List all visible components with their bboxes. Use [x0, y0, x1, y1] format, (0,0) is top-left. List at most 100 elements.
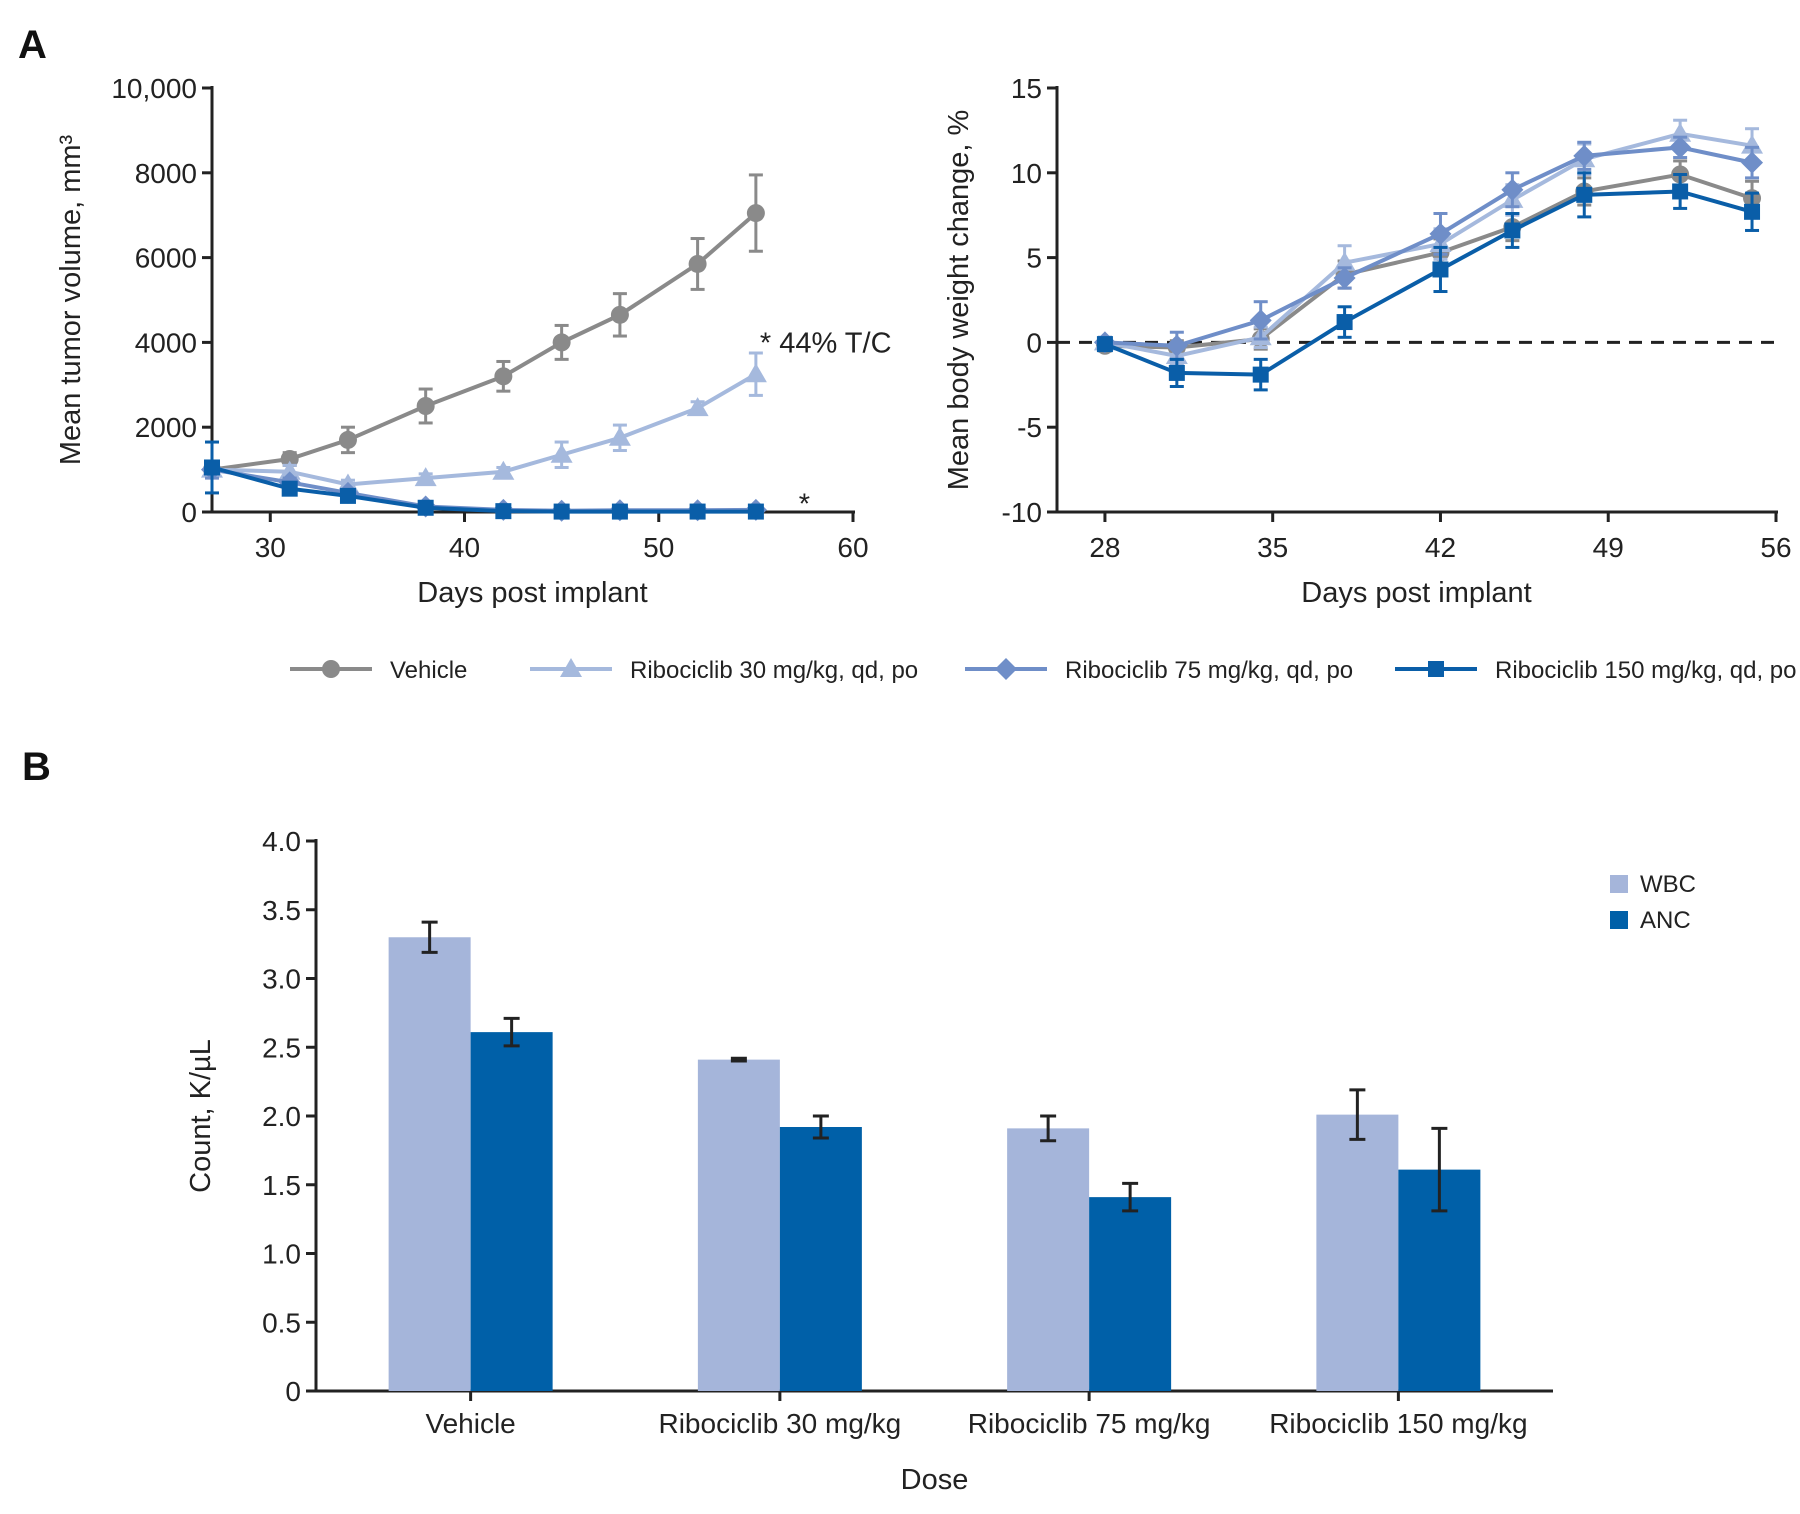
data-point — [1168, 364, 1185, 381]
x-tick-label: 42 — [1425, 532, 1456, 563]
data-point — [1744, 203, 1761, 220]
data-point — [744, 363, 767, 383]
data-point — [1165, 334, 1188, 357]
data-point — [1096, 336, 1113, 353]
y-tick-label: 1.0 — [262, 1239, 301, 1270]
panel-label-a: A — [18, 23, 47, 67]
y-axis-title: Mean body weight change, % — [943, 110, 975, 490]
x-axis-title: Days post implant — [417, 577, 648, 609]
bar-anc-vehicle — [470, 1032, 553, 1391]
x-tick-label: 49 — [1593, 532, 1624, 563]
series-ribociclib-150-mg-kg-qd-po — [1096, 171, 1761, 392]
x-tick-label: 30 — [255, 532, 286, 563]
data-point — [746, 204, 765, 223]
y-tick-label: 3.0 — [262, 964, 301, 995]
series-line — [1104, 172, 1753, 350]
legend-swatch-wbc — [1610, 875, 1628, 893]
legend-marker — [560, 658, 582, 677]
legend-marker — [322, 660, 340, 678]
data-point — [1576, 186, 1593, 203]
bar-anc-ribociclib-30-mg-kg — [779, 1127, 862, 1391]
category-label-ribociclib-150-mg-kg: Ribociclib 150 mg/kg — [1269, 1408, 1527, 1439]
data-point — [552, 333, 571, 352]
legend-label: Ribociclib 75 mg/kg, qd, po — [1065, 657, 1353, 684]
blood-count-chart: 0 0.5 1.0 1.5 2.0 2.5 3.0 3.5 4.0 Vehicle Ribocicl… — [185, 826, 1696, 1496]
y-tick-label: 2000 — [135, 412, 197, 443]
data-point — [1501, 178, 1524, 201]
data-point — [1672, 183, 1689, 200]
y-tick-label: 0 — [181, 497, 197, 528]
bar-wbc-ribociclib-150-mg-kg — [1316, 1114, 1399, 1391]
y-tick-label: 1.5 — [262, 1170, 301, 1201]
data-point — [1333, 266, 1356, 289]
x-tick-label: 60 — [837, 532, 868, 563]
data-point — [338, 430, 357, 449]
data-point — [414, 467, 437, 487]
bar-wbc-ribociclib-75-mg-kg — [1007, 1128, 1090, 1391]
y-tick-label: 10,000 — [111, 73, 197, 104]
series-ribociclib-150-mg-kg-qd-po — [204, 440, 764, 520]
data-point — [339, 487, 356, 504]
legend-marker — [995, 658, 1017, 680]
body-weight-chart: -10 -5 0 5 10 15 28 35 42 49 56 Days post implant Me… — [943, 73, 1792, 609]
y-tick-label: 0 — [1026, 327, 1042, 358]
legend-panel-a: Vehicle Ribociclib 30 mg/kg, qd, po Riboci… — [290, 657, 1797, 684]
legend-label-anc: ANC — [1640, 907, 1691, 934]
data-point — [417, 499, 434, 516]
y-tick-label: 5 — [1026, 243, 1042, 274]
y-tick-label: -10 — [1002, 497, 1042, 528]
x-tick-label: 28 — [1089, 532, 1120, 563]
tumor-volume-chart: 0 2000 4000 6000 8000 10,000 30 40 50 60 Days post… — [55, 73, 892, 609]
y-tick-label: 2.5 — [262, 1032, 301, 1063]
data-point — [1249, 309, 1272, 332]
annotation: * 44% T/C — [760, 327, 892, 359]
legend-panel-b: WBC ANC — [1610, 871, 1696, 934]
data-point — [280, 450, 299, 468]
y-tick-label: -5 — [1017, 412, 1042, 443]
category-label-vehicle: Vehicle — [425, 1408, 515, 1439]
data-point — [492, 460, 515, 480]
x-tick-label: 35 — [1257, 532, 1288, 563]
legend-item-vehicle: Vehicle — [290, 657, 467, 684]
category-label-ribociclib-30-mg-kg: Ribociclib 30 mg/kg — [658, 1408, 901, 1439]
data-point — [1429, 222, 1452, 245]
y-tick-label: 4.0 — [262, 826, 301, 857]
series-line — [211, 211, 758, 472]
data-point — [1333, 251, 1356, 271]
data-point — [1336, 314, 1353, 331]
data-point — [1504, 222, 1521, 239]
annotation: * — [799, 489, 810, 521]
data-point — [204, 459, 220, 476]
x-axis-title: Dose — [901, 1464, 969, 1496]
data-point — [1741, 134, 1764, 154]
legend-item-ribociclib-30-mg-kg-qd-po: Ribociclib 30 mg/kg, qd, po — [530, 657, 918, 684]
y-tick-label: 4000 — [135, 327, 197, 358]
data-point — [281, 480, 298, 497]
y-tick-label: 6000 — [135, 243, 197, 274]
series-vehicle — [203, 173, 765, 479]
data-point — [1669, 136, 1692, 159]
series-ribociclib-75-mg-kg-qd-po — [1093, 135, 1764, 361]
data-point — [494, 367, 513, 386]
legend-label-wbc: WBC — [1640, 871, 1696, 898]
legend-item-ribociclib-75-mg-kg-qd-po: Ribociclib 75 mg/kg, qd, po — [965, 657, 1353, 684]
y-tick-label: 15 — [1011, 73, 1042, 104]
x-tick-label: 56 — [1760, 532, 1791, 563]
y-tick-label: 3.5 — [262, 895, 301, 926]
data-point — [688, 254, 707, 273]
data-point — [611, 503, 628, 520]
y-tick-label: 2.0 — [262, 1101, 301, 1132]
bar-wbc-ribociclib-30-mg-kg — [697, 1059, 780, 1391]
data-point — [747, 503, 764, 520]
x-tick-label: 50 — [643, 532, 674, 563]
x-axis-title: Days post implant — [1301, 577, 1532, 609]
y-tick-label: 8000 — [135, 158, 197, 189]
data-point — [416, 397, 435, 415]
y-axis-title: Mean tumor volume, mm³ — [55, 134, 87, 465]
data-point — [278, 460, 301, 480]
series-ribociclib-30-mg-kg-qd-po — [1093, 118, 1764, 366]
data-point — [1432, 261, 1449, 278]
series-ribociclib-30-mg-kg-qd-po — [201, 351, 767, 493]
series-line — [1104, 189, 1753, 377]
x-tick-label: 40 — [449, 532, 480, 563]
